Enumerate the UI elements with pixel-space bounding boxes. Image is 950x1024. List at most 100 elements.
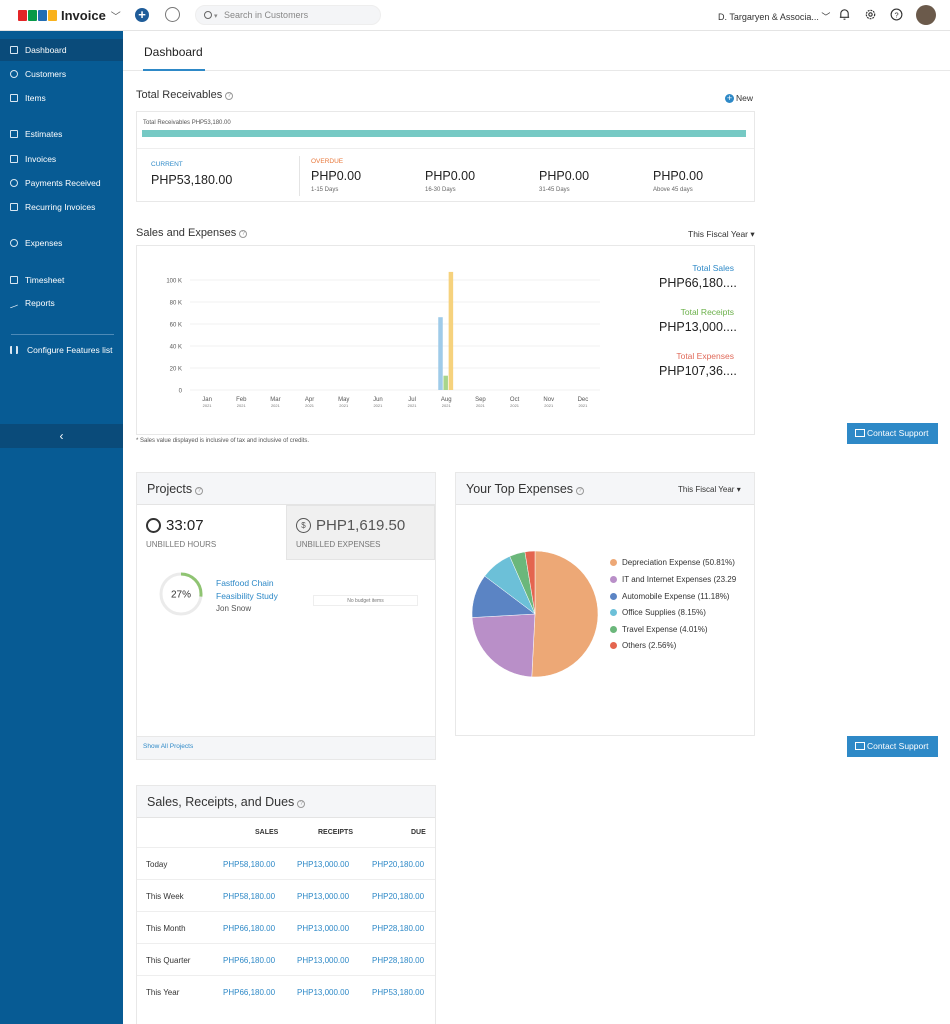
row-receipts[interactable]: PHP13,000.00	[297, 892, 350, 901]
row-sales[interactable]: PHP58,180.00	[223, 860, 276, 869]
legend-label: IT and Internet Expenses (23.29	[622, 575, 737, 584]
bucket-16-30-value[interactable]: PHP0.00	[425, 169, 476, 183]
contact-support-button-2[interactable]: Contact Support	[847, 736, 938, 757]
sidebar-item-recurring-invoices[interactable]: Recurring Invoices	[0, 196, 123, 218]
org-switcher[interactable]: D. Targaryen & Associa... ﹀	[718, 10, 830, 23]
row-receipts[interactable]: PHP13,000.00	[297, 924, 350, 933]
sidebar-item-estimates[interactable]: Estimates	[0, 123, 123, 145]
search-input[interactable]: ▾ Search in Customers	[195, 5, 381, 25]
logo-letter-o2	[48, 10, 57, 21]
row-due[interactable]: PHP20,180.00	[372, 892, 425, 901]
projects-title-text: Projects	[147, 482, 193, 496]
sales-period-select[interactable]: This Fiscal Year ▾	[688, 229, 755, 239]
sidebar-collapse-button[interactable]: ‹	[0, 424, 123, 448]
bucket-above-45-label: Above 45 days	[653, 187, 693, 193]
row-due[interactable]: PHP20,180.00	[372, 860, 425, 869]
dollar-icon: $	[296, 518, 311, 533]
legend-item[interactable]: Automobile Expense (11.18%)	[610, 592, 729, 601]
legend-label: Depreciation Expense (50.81%)	[622, 558, 735, 567]
row-receipts[interactable]: PHP13,000.00	[297, 956, 350, 965]
receivables-vdivider	[299, 156, 300, 196]
sidebar-item-items[interactable]: Items	[0, 87, 123, 109]
bucket-31-45-label: 31-45 Days	[539, 187, 570, 193]
legend-item[interactable]: Others (2.56%)	[610, 641, 676, 650]
row-sales[interactable]: PHP66,180.00	[223, 988, 276, 997]
project-name-link[interactable]: Fastfood Chain Feasibility Study	[216, 578, 278, 601]
table-row: This Quarter PHP66,180.00 PHP13,000.00 P…	[137, 943, 435, 975]
sidebar-item-timesheet[interactable]: Timesheet	[0, 269, 123, 291]
search-dropdown-icon[interactable]: ▾	[214, 13, 218, 20]
srd-header: Sales, Receipts, and Dues?	[137, 786, 435, 818]
row-label: This Quarter	[146, 956, 191, 965]
gear-icon[interactable]	[864, 8, 877, 21]
sidebar-item-payments-received[interactable]: Payments Received	[0, 172, 123, 194]
sidebar-item-dashboard[interactable]: Dashboard	[0, 39, 123, 61]
receivables-bar-label: Total Receivables PHP53,180.00	[143, 120, 231, 126]
quick-create-button[interactable]: +	[135, 8, 149, 22]
logo-letter-h	[38, 10, 47, 21]
help-icon[interactable]: ?	[576, 487, 585, 495]
unbilled-expenses-value[interactable]: PHP1,619.50	[316, 517, 406, 534]
app-logo[interactable]: Invoice ﹀	[18, 8, 121, 23]
x-tick-year: 2021	[442, 403, 452, 408]
legend-item[interactable]: IT and Internet Expenses (23.29	[610, 575, 736, 584]
home-icon	[10, 46, 18, 54]
pie-slice[interactable]	[524, 550, 536, 615]
x-tick-year: 2021	[203, 403, 213, 408]
row-receipts[interactable]: PHP13,000.00	[297, 988, 350, 997]
help-icon[interactable]: ?	[297, 800, 306, 808]
unbilled-expenses-box[interactable]	[286, 505, 435, 560]
pie-slice[interactable]	[531, 550, 599, 678]
x-tick-year: 2021	[373, 403, 383, 408]
logo-letter-o	[28, 10, 37, 21]
expenses-period-select[interactable]: This Fiscal Year ▾	[678, 485, 741, 494]
sidebar-item-expenses[interactable]: Expenses	[0, 232, 123, 254]
row-due[interactable]: PHP53,180.00	[372, 988, 425, 997]
column-header-sales: SALES	[255, 829, 279, 836]
new-receivable-button[interactable]: + New	[725, 93, 753, 103]
sidebar-item-configure-features[interactable]: Configure Features list	[0, 339, 123, 361]
pie-slice[interactable]	[471, 613, 536, 678]
row-sales[interactable]: PHP66,180.00	[223, 924, 276, 933]
legend-item[interactable]: Travel Expense (4.01%)	[610, 625, 708, 634]
legend-dot	[610, 626, 617, 633]
row-due[interactable]: PHP28,180.00	[372, 956, 425, 965]
bucket-1-15-value[interactable]: PHP0.00	[311, 169, 362, 183]
sidebar-item-reports[interactable]: Reports	[0, 292, 123, 314]
tab-dashboard[interactable]: Dashboard	[144, 45, 203, 59]
help-icon[interactable]: ?	[225, 92, 234, 100]
org-name: D. Targaryen & Associa...	[718, 12, 819, 22]
history-icon[interactable]	[165, 7, 180, 22]
row-sales[interactable]: PHP58,180.00	[223, 892, 276, 901]
show-all-projects-link[interactable]: Show All Projects	[143, 743, 194, 750]
unbilled-hours-value[interactable]: 33:07	[166, 517, 204, 534]
current-value[interactable]: PHP53,180.00	[151, 173, 233, 187]
avatar[interactable]	[916, 5, 936, 25]
row-sales[interactable]: PHP66,180.00	[223, 956, 276, 965]
sidebar-item-customers[interactable]: Customers	[0, 63, 123, 85]
bucket-above-45-value[interactable]: PHP0.00	[653, 169, 704, 183]
legend-item[interactable]: Depreciation Expense (50.81%)	[610, 558, 735, 567]
help-icon[interactable]: ?	[195, 487, 204, 495]
row-due[interactable]: PHP28,180.00	[372, 924, 425, 933]
legend-item[interactable]: Office Supplies (8.15%)	[610, 608, 706, 617]
chevron-down-icon[interactable]: ﹀	[110, 12, 121, 23]
sidebar-item-label: Estimates	[25, 129, 63, 139]
contact-support-button[interactable]: Contact Support	[847, 423, 938, 444]
bucket-31-45-value[interactable]: PHP0.00	[539, 169, 590, 183]
row-receipts[interactable]: PHP13,000.00	[297, 860, 350, 869]
receivables-title: Total Receivables?	[136, 89, 234, 101]
sidebar-item-label: Invoices	[25, 154, 57, 164]
x-tick-label: Sep	[475, 397, 486, 403]
help-icon[interactable]: ?	[890, 8, 903, 21]
sidebar-item-invoices[interactable]: Invoices	[0, 148, 123, 170]
sidebar-item-label: Items	[25, 93, 46, 103]
current-label: CURRENT	[151, 161, 183, 168]
receivables-bar[interactable]	[142, 130, 746, 137]
bell-icon[interactable]	[838, 8, 851, 21]
legend-dot	[610, 559, 617, 566]
help-icon[interactable]: ?	[239, 230, 248, 238]
search-placeholder: Search in Customers	[224, 10, 309, 20]
sidebar-item-label: Dashboard	[25, 45, 67, 55]
srd-card	[136, 785, 436, 1024]
